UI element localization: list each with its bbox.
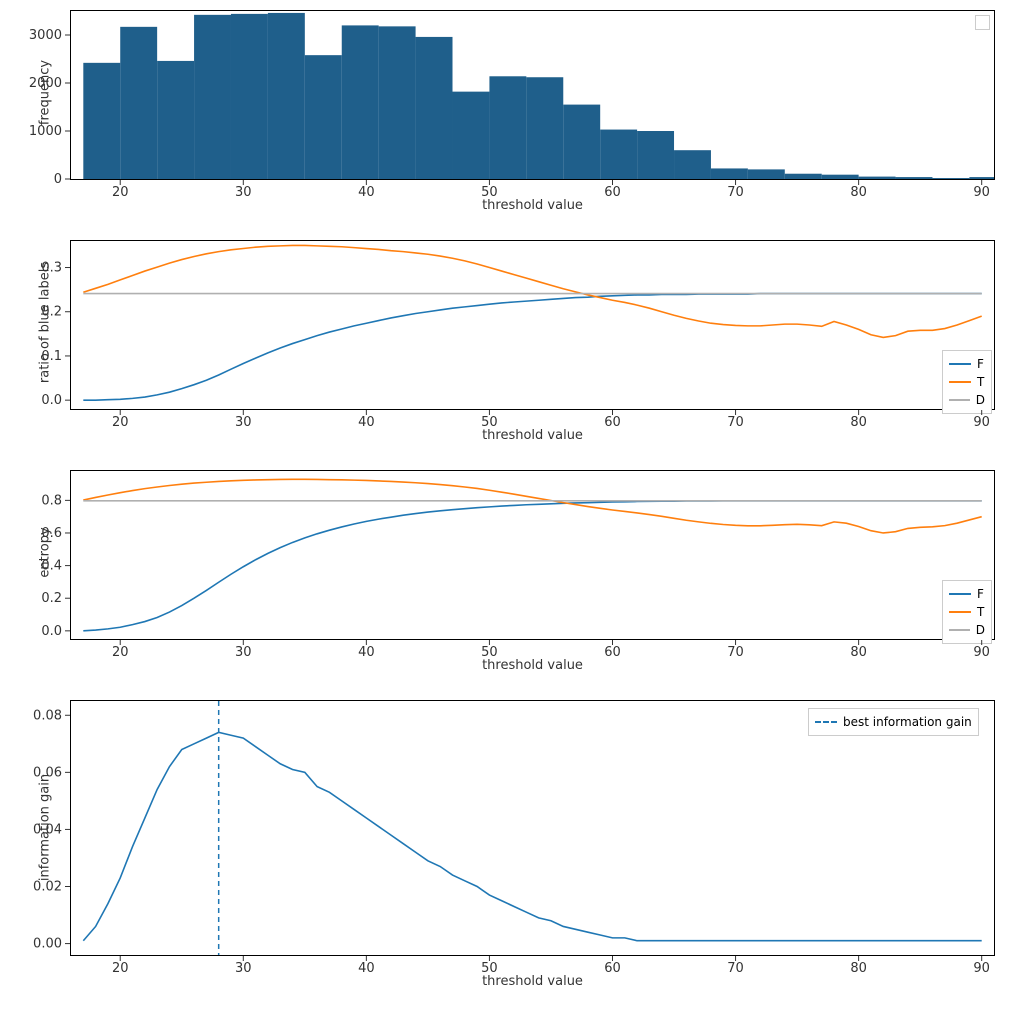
legend-label: D — [976, 393, 985, 407]
panel-ratio — [70, 240, 995, 410]
legend-label: F — [977, 357, 984, 371]
ylabel-ratio: ratio of blue labels — [38, 243, 53, 403]
legend-panel4: best information gain — [808, 708, 979, 736]
legend-swatch — [949, 593, 971, 595]
svg-text:0.0: 0.0 — [41, 624, 62, 639]
legend-swatch — [815, 721, 837, 723]
xlabel-4: threshold value — [70, 974, 995, 989]
legend-swatch — [949, 399, 970, 401]
xlabel-2: threshold value — [70, 428, 995, 443]
legend-swatch — [949, 611, 971, 613]
legend-label: D — [976, 623, 985, 637]
legend-panel3: FTD — [942, 580, 992, 644]
svg-text:0: 0 — [54, 172, 62, 187]
legend-item: F — [949, 585, 985, 603]
svg-text:0.08: 0.08 — [33, 708, 62, 723]
histogram-svg — [71, 11, 994, 179]
ylabel-frequency: frequency — [38, 33, 53, 153]
xlabel-1: threshold value — [70, 198, 995, 213]
legend-item: D — [949, 621, 985, 639]
legend-label: T — [977, 375, 984, 389]
legend-item: D — [949, 391, 985, 409]
legend-label: T — [977, 605, 984, 619]
legend-panel2: FTD — [942, 350, 992, 414]
legend-item: T — [949, 373, 985, 391]
legend-label: F — [977, 587, 984, 601]
xlabel-3: threshold value — [70, 658, 995, 673]
panel-frequency — [70, 10, 995, 180]
legend-swatch — [949, 363, 971, 365]
ylabel-entropy: entropy — [38, 503, 53, 603]
entropy-svg — [71, 471, 994, 639]
legend-swatch — [949, 629, 970, 631]
legend-panel1-empty — [975, 15, 990, 30]
legend-item: T — [949, 603, 985, 621]
legend-swatch — [949, 381, 971, 383]
infogain-svg — [71, 701, 994, 955]
panel-infogain — [70, 700, 995, 956]
panel-entropy — [70, 470, 995, 640]
ratio-svg — [71, 241, 994, 409]
legend-label: best information gain — [843, 715, 972, 729]
legend-item: best information gain — [815, 713, 972, 731]
legend-item: F — [949, 355, 985, 373]
ylabel-infogain: information gain — [38, 753, 53, 903]
svg-text:0.00: 0.00 — [33, 937, 62, 952]
